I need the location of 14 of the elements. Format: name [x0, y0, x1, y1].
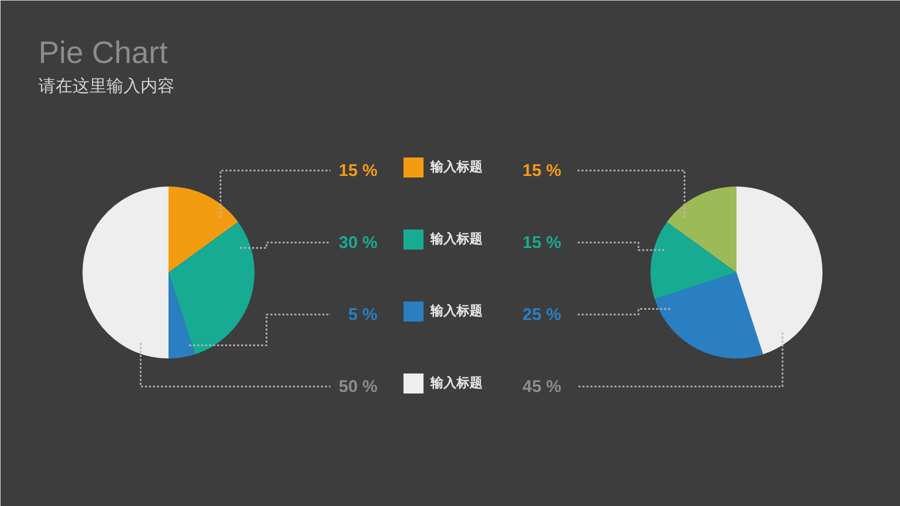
legend-label: 输入标题 — [430, 375, 482, 391]
data-label: 15 % — [522, 161, 562, 180]
data-label: 15 % — [522, 233, 562, 252]
legend-label: 输入标题 — [430, 159, 482, 175]
chart-title: Pie Chart — [38, 35, 168, 70]
legend-label: 输入标题 — [430, 231, 482, 247]
data-label: 5 % — [348, 305, 378, 324]
legend-label: 输入标题 — [430, 303, 482, 319]
data-label: 30 % — [338, 233, 378, 252]
data-label: 50 % — [338, 377, 378, 396]
data-label: 25 % — [522, 305, 562, 324]
data-label: 15 % — [338, 161, 378, 180]
chart-subtitle: 请在这里输入内容 — [38, 76, 174, 96]
data-label: 45 % — [522, 377, 562, 396]
